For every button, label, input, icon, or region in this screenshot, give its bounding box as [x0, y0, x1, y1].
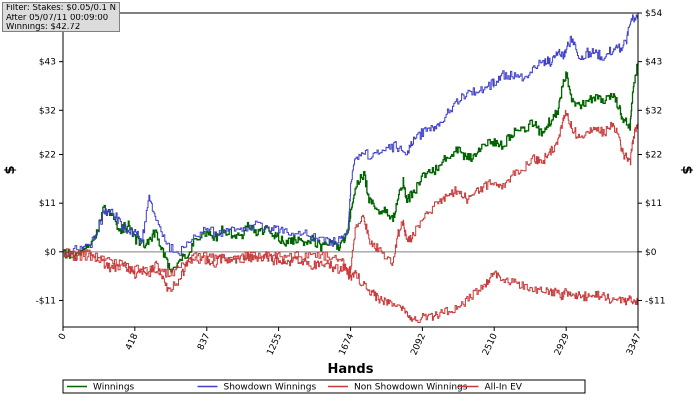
y-tick-label-right: $54 [645, 9, 662, 19]
filter-date-text: After 05/07/11 00:09:00 [6, 13, 109, 23]
y-tick-label-right: $43 [645, 58, 662, 68]
series-line-all-in-ev [63, 109, 639, 292]
y-tick-label-left: $22 [39, 151, 56, 161]
y-tick-label-right: -$11 [645, 296, 665, 306]
legend-label: Non Showdown Winnings [354, 383, 468, 393]
legend-label: Winnings [93, 383, 135, 393]
y-tick-label-left: $0 [45, 248, 57, 258]
x-axis-title: Hands [328, 362, 374, 377]
series-line-showdown-winnings [63, 13, 639, 257]
y-axis-title-right: $ [679, 165, 694, 174]
plot-area [63, 13, 639, 323]
y-tick-label-right: $32 [645, 106, 662, 116]
legend: Winnings Showdown Winnings Non Showdown Wi… [62, 379, 586, 394]
legend-label: Showdown Winnings [224, 383, 317, 393]
y-axis-title-left: $ [3, 165, 18, 174]
legend-box [62, 379, 586, 394]
y-tick-label-left: $32 [39, 106, 56, 116]
y-tick-label-left: $11 [39, 199, 56, 209]
filter-info-box: Filter: Stakes: $0.05/0.1 NL After 05/07… [2, 2, 120, 32]
filter-stakes-text: Filter: Stakes: $0.05/0.1 NL [6, 4, 116, 13]
y-tick-label-right: $11 [645, 199, 662, 209]
y-tick-label-right: $0 [645, 248, 657, 258]
legend-label: All-In EV [485, 383, 523, 393]
series-line-non-showdown-winnings [63, 248, 639, 323]
series-line-winnings [63, 62, 639, 273]
x-tick-label: 0 [57, 332, 69, 342]
filter-winnings-text: Winnings: $42.72 [6, 23, 81, 32]
y-tick-label-right: $22 [645, 151, 662, 161]
y-tick-label-left: -$11 [36, 296, 56, 306]
y-tick-label-left: $43 [39, 58, 56, 68]
